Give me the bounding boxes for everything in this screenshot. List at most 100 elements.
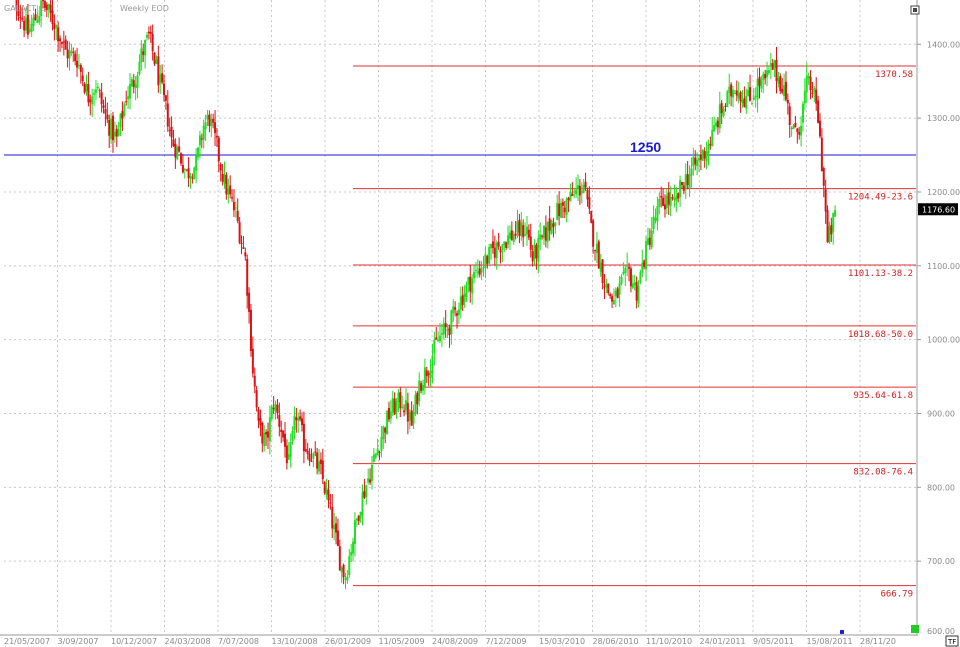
fib-level-label: 666.79 [880, 590, 913, 600]
candle-up [767, 70, 770, 74]
candle-up [715, 122, 718, 127]
candle-down [724, 105, 727, 107]
x-tick-label: 21/05/2007 [4, 637, 50, 646]
candle-down [531, 251, 534, 262]
candle-down [301, 418, 304, 425]
candle-up [646, 238, 649, 245]
candle-up [91, 96, 94, 105]
candle-down [730, 84, 733, 97]
candle-up [760, 79, 763, 89]
candle-up [268, 417, 271, 442]
candle-up [705, 151, 708, 162]
candle-up [525, 226, 528, 235]
candle-up [476, 271, 479, 274]
candle-down [594, 250, 597, 252]
candle-down [514, 233, 517, 236]
candle-down [74, 53, 77, 62]
candle-down [671, 197, 674, 199]
candle-up [418, 380, 421, 402]
tf-button-label: TF [947, 638, 956, 646]
candle-up [573, 191, 576, 193]
blue-marker-icon [840, 630, 844, 634]
candle-down [125, 101, 128, 103]
candle-up [698, 158, 700, 161]
candle-up [159, 74, 162, 83]
candle-down [170, 126, 173, 138]
candle-up [223, 174, 226, 184]
candle-up [96, 86, 99, 89]
candle-down [420, 383, 423, 391]
candle-down [259, 418, 262, 426]
candle-up [752, 97, 755, 100]
candle-down [703, 151, 706, 159]
candle-up [645, 241, 648, 270]
candle-up [507, 235, 510, 245]
candle-down [111, 115, 114, 141]
y-tick-label: 1400.00 [927, 40, 960, 49]
x-tick-label: 11/05/2009 [379, 637, 425, 646]
candle-down [200, 138, 203, 140]
candle-up [722, 108, 725, 117]
candle-down [628, 266, 631, 269]
candle-up [750, 103, 753, 105]
tf-button-box[interactable] [945, 635, 959, 647]
candle-up [624, 268, 627, 273]
candle-down [660, 196, 663, 198]
candle-down [662, 197, 665, 206]
candle-up [408, 412, 411, 421]
candle-down [164, 95, 167, 101]
candle-up [756, 79, 759, 100]
candle-up [325, 488, 328, 495]
candle-down [244, 252, 247, 257]
candle-up [631, 283, 634, 288]
candle-down [535, 244, 538, 259]
candle-down [142, 51, 145, 55]
candle-up [318, 461, 321, 472]
candle-up [803, 90, 806, 104]
candle-up [732, 90, 735, 98]
candle-down [253, 375, 256, 387]
candle-up [474, 269, 477, 271]
candle-down [282, 430, 285, 438]
candle-down [153, 52, 156, 64]
candle-up [669, 196, 672, 207]
candle-down [469, 276, 472, 292]
fibonacci-retracement[interactable]: 1370.58 1204.49-23.6 1101.13-38.2 1018.68-5… [353, 65, 916, 600]
candle-down [319, 459, 322, 464]
candle-up [580, 190, 583, 194]
candle-down [321, 460, 324, 480]
candle-up [471, 278, 474, 294]
annotation[interactable]: 1250 [4, 139, 916, 156]
x-tick-label: 24/08/2009 [432, 637, 478, 646]
candle-down [81, 75, 84, 81]
candle-down [510, 230, 513, 240]
candle-up [361, 492, 364, 516]
candle-down [161, 73, 164, 83]
candle-up [433, 339, 436, 354]
candle-down [214, 122, 217, 134]
candle-down [43, 1, 46, 8]
candle-down [163, 83, 166, 96]
candle-down [635, 281, 638, 301]
candle-down [794, 122, 797, 128]
candle-up [807, 75, 810, 79]
tf-button[interactable]: TF [945, 635, 959, 647]
candle-up [110, 118, 113, 140]
x-tick-label: 28/06/2010 [593, 637, 639, 646]
candle-up [673, 197, 676, 200]
candle-down [231, 197, 234, 199]
candle-down [435, 337, 438, 340]
candle-up [412, 412, 415, 424]
candle-up [352, 541, 355, 554]
candle-up [773, 60, 776, 68]
y-tick-label: 1200.00 [927, 188, 960, 197]
candle-down [764, 74, 767, 79]
x-tick-label: 7/12/2009 [486, 637, 527, 646]
candle-down [276, 404, 279, 414]
candle-up [450, 310, 453, 335]
candle-down [76, 60, 79, 68]
fib-level-label: 1370.58 [875, 70, 913, 80]
fib-level-label: 935.64-61.8 [853, 391, 913, 401]
price-axis: 700.00 800.00 900.00 1000.00 1100.00 1200.00 1… [916, 0, 960, 636]
candle-down [278, 415, 281, 427]
